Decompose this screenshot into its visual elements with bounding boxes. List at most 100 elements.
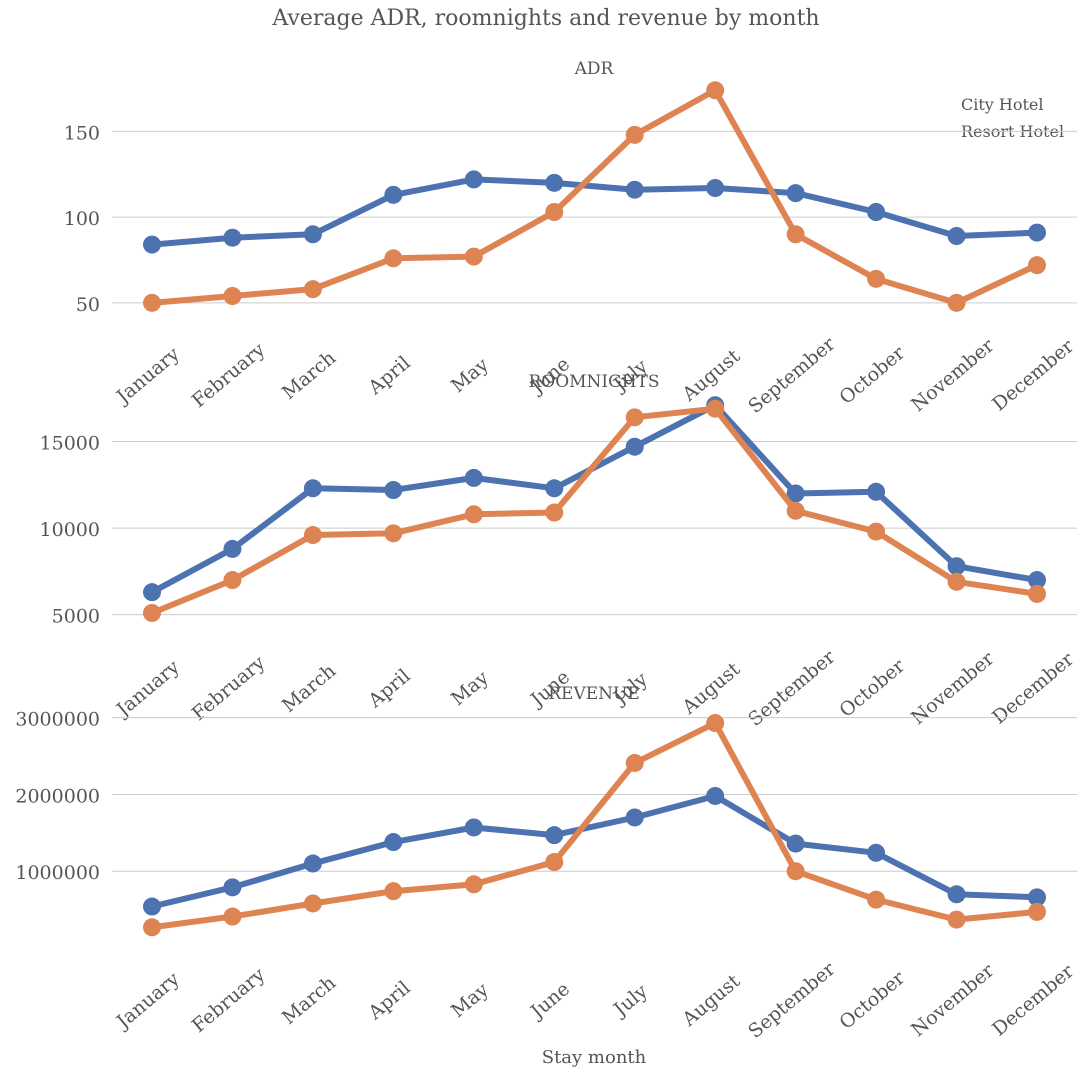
data-point-resort-hotel bbox=[303, 526, 322, 545]
figure-title: Average ADR, roomnights and revenue by m… bbox=[271, 6, 819, 31]
data-point-city-hotel bbox=[1028, 223, 1046, 242]
data-point-resort-hotel bbox=[625, 753, 644, 772]
x-tick-label-june: June bbox=[525, 978, 574, 1024]
series-line-city-hotel bbox=[149, 402, 1040, 596]
data-point-resort-hotel bbox=[867, 522, 886, 541]
series-line-city-hotel bbox=[149, 793, 1040, 910]
x-tick-label-february: February bbox=[188, 339, 270, 413]
data-point-resort-hotel bbox=[786, 225, 805, 244]
series-line-resort-hotel bbox=[149, 87, 1040, 306]
data-point-resort-hotel bbox=[947, 910, 966, 929]
data-point-resort-hotel bbox=[545, 503, 564, 522]
x-tick-label-march: March bbox=[278, 347, 340, 404]
data-point-resort-hotel bbox=[223, 907, 242, 926]
y-tick-label: 1000000 bbox=[15, 862, 100, 884]
data-point-city-hotel bbox=[545, 479, 564, 498]
panel-title-adr: ADR bbox=[574, 59, 615, 79]
data-point-resort-hotel bbox=[143, 293, 161, 312]
data-point-resort-hotel bbox=[464, 875, 483, 894]
data-point-resort-hotel bbox=[786, 501, 805, 520]
data-point-resort-hotel bbox=[545, 853, 564, 872]
data-point-city-hotel bbox=[867, 482, 886, 501]
data-point-resort-hotel bbox=[786, 862, 805, 881]
data-point-city-hotel bbox=[786, 834, 805, 853]
data-point-resort-hotel bbox=[464, 247, 483, 266]
x-tick-label-september: September bbox=[744, 957, 840, 1042]
data-point-city-hotel bbox=[706, 179, 725, 197]
data-point-city-hotel bbox=[625, 808, 644, 827]
x-tick-label-february: February bbox=[188, 964, 270, 1038]
x-tick-label-april: April bbox=[364, 665, 415, 713]
data-point-city-hotel bbox=[1028, 888, 1046, 907]
data-point-city-hotel bbox=[545, 826, 564, 845]
data-point-resort-hotel bbox=[867, 269, 886, 288]
data-point-city-hotel bbox=[464, 818, 483, 837]
data-point-resort-hotel bbox=[303, 280, 322, 299]
x-tick-label-december: December bbox=[988, 335, 1079, 416]
x-tick-label-october: October bbox=[835, 341, 909, 408]
legend-entry-city-hotel: City Hotel bbox=[961, 95, 1044, 114]
x-tick-label-january: January bbox=[111, 343, 184, 409]
data-point-city-hotel bbox=[384, 481, 403, 500]
panel-title-roomnights: ROOMNIGHTS bbox=[528, 372, 659, 392]
x-tick-label-may: May bbox=[447, 978, 493, 1022]
x-tick-label-may: May bbox=[447, 666, 493, 710]
data-point-city-hotel bbox=[303, 854, 322, 873]
data-point-city-hotel bbox=[947, 227, 966, 245]
data-point-city-hotel bbox=[867, 843, 886, 862]
data-point-city-hotel bbox=[947, 885, 966, 904]
data-point-city-hotel bbox=[223, 878, 242, 897]
data-point-resort-hotel bbox=[384, 882, 403, 901]
x-tick-label-december: December bbox=[988, 648, 1079, 729]
data-point-resort-hotel bbox=[625, 408, 644, 427]
data-point-city-hotel bbox=[143, 583, 161, 602]
series-line-resort-hotel bbox=[149, 720, 1040, 931]
data-point-resort-hotel bbox=[384, 524, 403, 543]
data-point-resort-hotel bbox=[1028, 256, 1046, 275]
data-point-city-hotel bbox=[303, 479, 322, 498]
x-tick-label-february: February bbox=[188, 652, 270, 726]
x-tick-label-october: October bbox=[835, 654, 909, 721]
y-tick-label: 10000 bbox=[40, 519, 100, 541]
data-point-city-hotel bbox=[786, 184, 805, 203]
data-point-city-hotel bbox=[545, 173, 564, 192]
panel-title-revenue: REVENUE bbox=[548, 684, 640, 704]
y-tick-label: 5000 bbox=[52, 606, 100, 628]
data-point-city-hotel bbox=[143, 897, 161, 916]
y-tick-label: 100 bbox=[64, 208, 100, 230]
data-point-city-hotel bbox=[464, 468, 483, 487]
data-point-resort-hotel bbox=[545, 203, 564, 221]
x-axis-label: Stay month bbox=[542, 1047, 647, 1068]
legend: City Hotel Resort Hotel bbox=[961, 95, 1064, 141]
data-point-city-hotel bbox=[625, 437, 644, 456]
data-point-city-hotel bbox=[384, 185, 403, 204]
y-tick-label: 50 bbox=[76, 294, 100, 316]
x-tick-label-july: July bbox=[608, 980, 652, 1022]
x-tick-label-august: August bbox=[678, 970, 745, 1031]
data-point-resort-hotel bbox=[223, 287, 242, 305]
data-point-resort-hotel bbox=[947, 572, 966, 591]
data-point-resort-hotel bbox=[223, 571, 242, 590]
data-point-city-hotel bbox=[947, 557, 966, 576]
data-point-resort-hotel bbox=[706, 81, 725, 100]
y-tick-label: 2000000 bbox=[15, 785, 100, 807]
data-point-city-hotel bbox=[143, 235, 161, 254]
series-line-resort-hotel bbox=[149, 405, 1040, 616]
x-tick-label-march: March bbox=[278, 972, 340, 1029]
x-tick-label-november: November bbox=[907, 647, 999, 729]
data-point-resort-hotel bbox=[384, 249, 403, 268]
panel-revenue: REVENUE 1000000 2000000 3000000 January Febru… bbox=[15, 684, 1078, 1043]
x-tick-label-august: August bbox=[678, 345, 745, 406]
data-point-city-hotel bbox=[303, 225, 322, 244]
x-tick-label-august: August bbox=[678, 658, 745, 719]
x-tick-label-october: October bbox=[835, 966, 909, 1033]
x-tick-label-april: April bbox=[364, 352, 415, 400]
data-point-city-hotel bbox=[786, 484, 805, 503]
data-point-resort-hotel bbox=[706, 714, 725, 733]
data-point-city-hotel bbox=[384, 833, 403, 852]
data-point-resort-hotel bbox=[625, 125, 644, 144]
data-point-resort-hotel bbox=[867, 890, 886, 909]
